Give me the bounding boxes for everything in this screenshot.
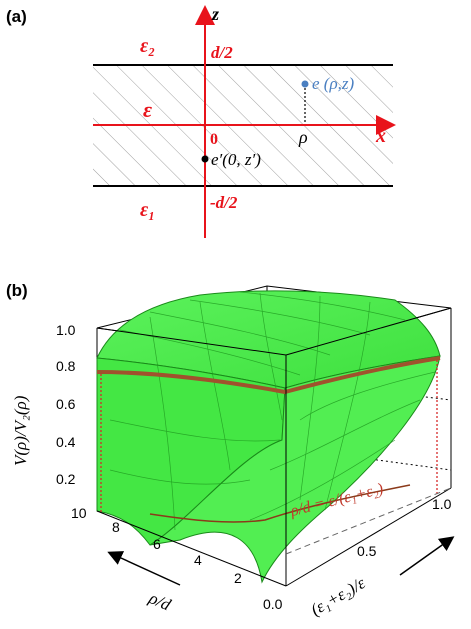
bottom-boundary-label: -d/2 <box>210 193 238 212</box>
rho-tick-label: 4 <box>194 552 202 568</box>
z-axis-label: z <box>211 4 219 24</box>
rho-tick-label: 6 <box>153 536 161 552</box>
z-axis-ticks: 1.0 0.8 0.6 0.4 0.2 <box>56 322 76 487</box>
z-tick-label: 0.6 <box>56 396 76 412</box>
panel-b-label: (b) <box>6 281 28 300</box>
potential-surface <box>96 290 441 584</box>
rho-axis-arrow <box>107 551 181 586</box>
rho-tick-label: 10 <box>71 505 87 521</box>
panel-a: (a) z x ε₂ ε ε₁ d/2 -d/2 0 e (ρ,z) ρ e′(… <box>6 4 396 238</box>
middle-medium-label: ε <box>143 97 152 122</box>
eps-tick-label: 0.5 <box>357 543 377 559</box>
z-axis-title: V(ρ)/V₂(ρ) <box>11 395 30 466</box>
rho-tick-label: 8 <box>112 519 120 535</box>
rho-axis-ticks: 10 8 6 4 2 <box>71 505 242 586</box>
x-axis-label: x <box>375 125 386 147</box>
z-tick-label: 0.8 <box>56 358 76 374</box>
source-point-label: e′(0, z′) <box>211 150 261 169</box>
origin-label: 0 <box>210 131 218 148</box>
upper-medium-label: ε₂ <box>140 35 155 57</box>
surface-right-face <box>149 355 441 584</box>
curve-dropline <box>100 360 438 514</box>
eps-tick-label: 1.0 <box>432 496 452 512</box>
top-boundary-label: d/2 <box>211 43 233 62</box>
eps-axis-arrow <box>399 536 455 576</box>
z-tick-label: 0.4 <box>56 434 76 450</box>
eps-axis-ticks: 0.0 0.5 1.0 <box>263 496 452 612</box>
z-tick-label: 0.2 <box>56 471 76 487</box>
rho-tick-label: 2 <box>234 570 242 586</box>
rho-label: ρ <box>298 127 308 147</box>
eps-axis-title: (ε₁+ε₂)/ε <box>308 573 369 619</box>
source-point-marker <box>201 155 209 163</box>
field-point-marker <box>301 80 309 88</box>
rho-axis-title: ρ/d <box>145 588 174 615</box>
panel-b: (b) <box>6 281 455 619</box>
z-tick-label: 1.0 <box>56 322 76 338</box>
rho-equals-curve-bottom <box>149 484 411 523</box>
plot-box-front <box>96 307 452 587</box>
field-point-label: e (ρ,z) <box>312 74 354 93</box>
rho-equals-curve-top <box>96 356 441 395</box>
panel-a-label: (a) <box>6 7 27 26</box>
eps-tick-label: 0.0 <box>263 596 283 612</box>
lower-medium-label: ε₁ <box>140 199 155 221</box>
